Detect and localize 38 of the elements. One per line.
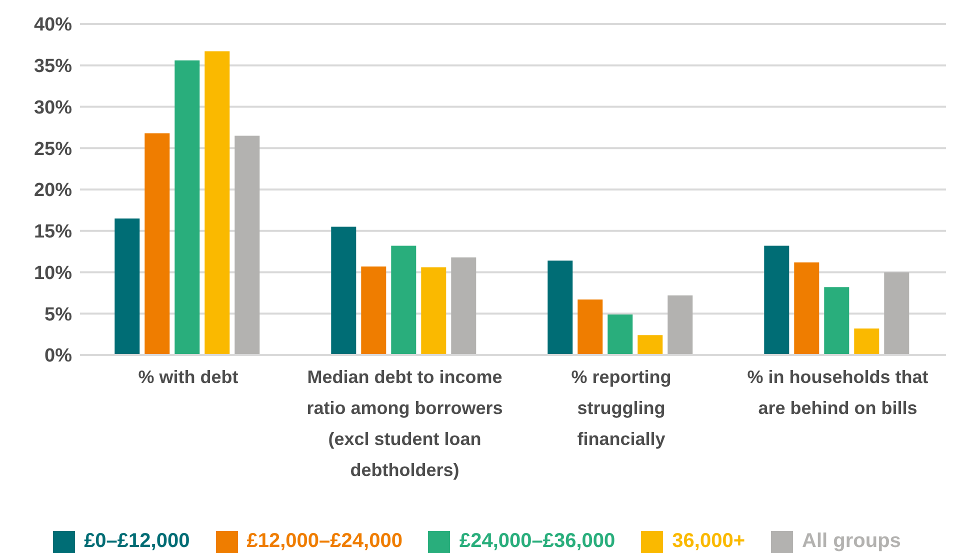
bar <box>114 218 140 355</box>
bar <box>361 266 386 355</box>
y-tick-label: 40% <box>34 14 72 36</box>
y-tick-label: 30% <box>34 97 72 118</box>
y-tick-label: 20% <box>34 180 72 202</box>
bar <box>548 260 573 355</box>
legend-label: £12,000–£24,000 <box>246 530 402 553</box>
legend-label: All groups <box>802 530 901 553</box>
bar <box>668 295 693 355</box>
legend-label: £24,000–£36,000 <box>459 530 616 553</box>
bar <box>638 335 663 355</box>
x-tick-label: Median debt to income ratio among borrowers (excl student loan debtholders) <box>306 367 503 480</box>
bar <box>234 136 260 355</box>
bar <box>204 51 230 355</box>
bar <box>421 267 446 355</box>
bar <box>451 257 476 355</box>
bar <box>174 60 200 355</box>
bar <box>824 287 850 355</box>
bar <box>331 226 356 355</box>
bar <box>578 300 603 355</box>
y-tick-label: 15% <box>34 222 72 243</box>
legend-label: 36,000+ <box>672 530 746 553</box>
bar <box>764 246 790 355</box>
y-tick-label: 5% <box>44 304 72 326</box>
x-tick-label: % with debt <box>138 367 238 387</box>
bar <box>144 133 170 355</box>
y-tick-label: 35% <box>34 56 72 78</box>
bar <box>854 328 880 355</box>
legend-label: £0–£12,000 <box>84 530 190 553</box>
y-tick-label: 10% <box>34 262 72 284</box>
bar <box>884 272 910 355</box>
y-tick-label: 25% <box>34 138 72 160</box>
bar <box>391 246 416 355</box>
x-tick-label: % in households that are behind on bills <box>747 367 928 418</box>
x-tick-label: % reporting struggling financially <box>571 367 672 449</box>
bar <box>608 314 633 355</box>
y-tick-label: 0% <box>44 346 72 367</box>
bar <box>794 262 820 355</box>
